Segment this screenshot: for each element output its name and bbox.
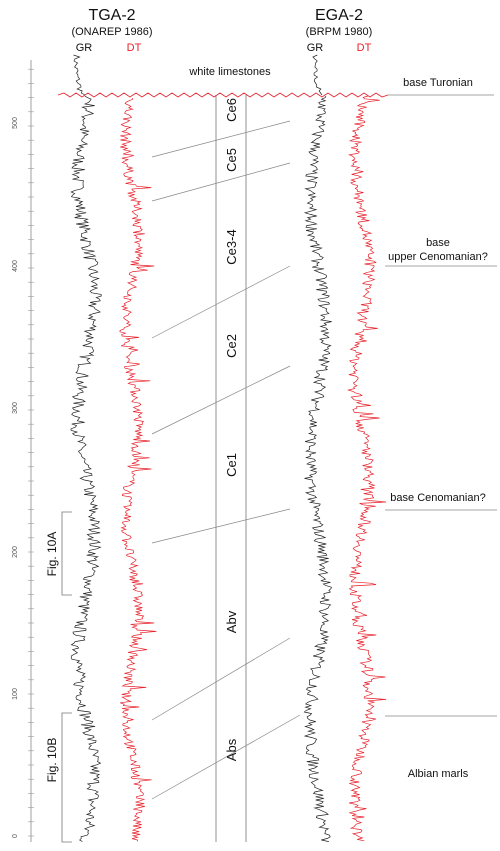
tga2-dt-curve [119, 97, 157, 842]
gr-label-ega2: GR [307, 42, 324, 54]
unit-label-ce2: Ce2 [224, 334, 239, 358]
correlation-line-ce2-ce1 [151, 365, 291, 435]
annotation-base-upper-cenomanian-line1: base [426, 237, 450, 249]
dt-label-tga2: DT [127, 42, 142, 54]
unit-labels: Ce6 Ce5 Ce3-4 Ce2 Ce1 Abv Abs [224, 98, 239, 761]
correlation-line-ce3-ce2 [151, 265, 291, 339]
ega2-gr-curve [303, 95, 332, 842]
depth-label-100: 100 [12, 688, 19, 700]
annotation-base-upper-cenomanian-line2: upper Cenomanian? [388, 251, 488, 263]
correlation-line-abv-abs [151, 637, 291, 721]
correlation-line-abs-base [151, 714, 301, 800]
correlation-line-ce5-ce3 [151, 162, 291, 202]
annotation-albian-marls: Albian marls [408, 768, 469, 780]
base-turonian-line [57, 92, 389, 98]
well-title-tga2: TGA-2 [88, 7, 135, 24]
tga2-gr-upper-curve [73, 54, 86, 96]
unit-label-abs: Abs [224, 738, 239, 761]
unit-label-abv: Abv [224, 610, 239, 633]
depth-axis-ticks [28, 68, 34, 837]
depth-label-400: 400 [12, 260, 19, 272]
depth-label-300: 300 [12, 402, 19, 414]
ega2-dt-curve [346, 95, 387, 842]
log-curves [70, 54, 387, 842]
annotation-white-limestones: white limestones [188, 66, 271, 78]
dt-label-ega2: DT [357, 42, 372, 54]
correlation-lines [151, 120, 301, 800]
fig-10b-label: Fig. 10B [45, 738, 59, 783]
depth-label-0: 0 [12, 834, 19, 838]
ega2-gr-upper-curve [312, 54, 323, 96]
unit-label-ce1: Ce1 [224, 453, 239, 477]
unit-label-ce5: Ce5 [224, 148, 239, 172]
well-title-ega2: EGA-2 [315, 7, 363, 24]
depth-label-200: 200 [12, 546, 19, 558]
correlation-line-ce6-ce5 [151, 120, 291, 158]
unit-label-ce3-4: Ce3-4 [224, 229, 239, 264]
fig-10a-label: Fig. 10A [45, 532, 59, 577]
tga2-gr-curve [70, 95, 102, 842]
gr-label-tga2: GR [76, 42, 93, 54]
well-source-tga2: (ONAREP 1986) [71, 26, 152, 38]
annotation-base-turonian: base Turonian [403, 77, 473, 89]
fig-10b-bracket [61, 712, 72, 843]
depth-label-500: 500 [12, 117, 19, 129]
unit-label-ce6: Ce6 [224, 98, 239, 122]
annotation-base-cenomanian: base Cenomanian? [390, 492, 485, 504]
fig-10a-bracket [61, 511, 72, 596]
well-source-ega2: (BRPM 1980) [306, 26, 373, 38]
correlation-line-ce1-abv [151, 508, 291, 544]
